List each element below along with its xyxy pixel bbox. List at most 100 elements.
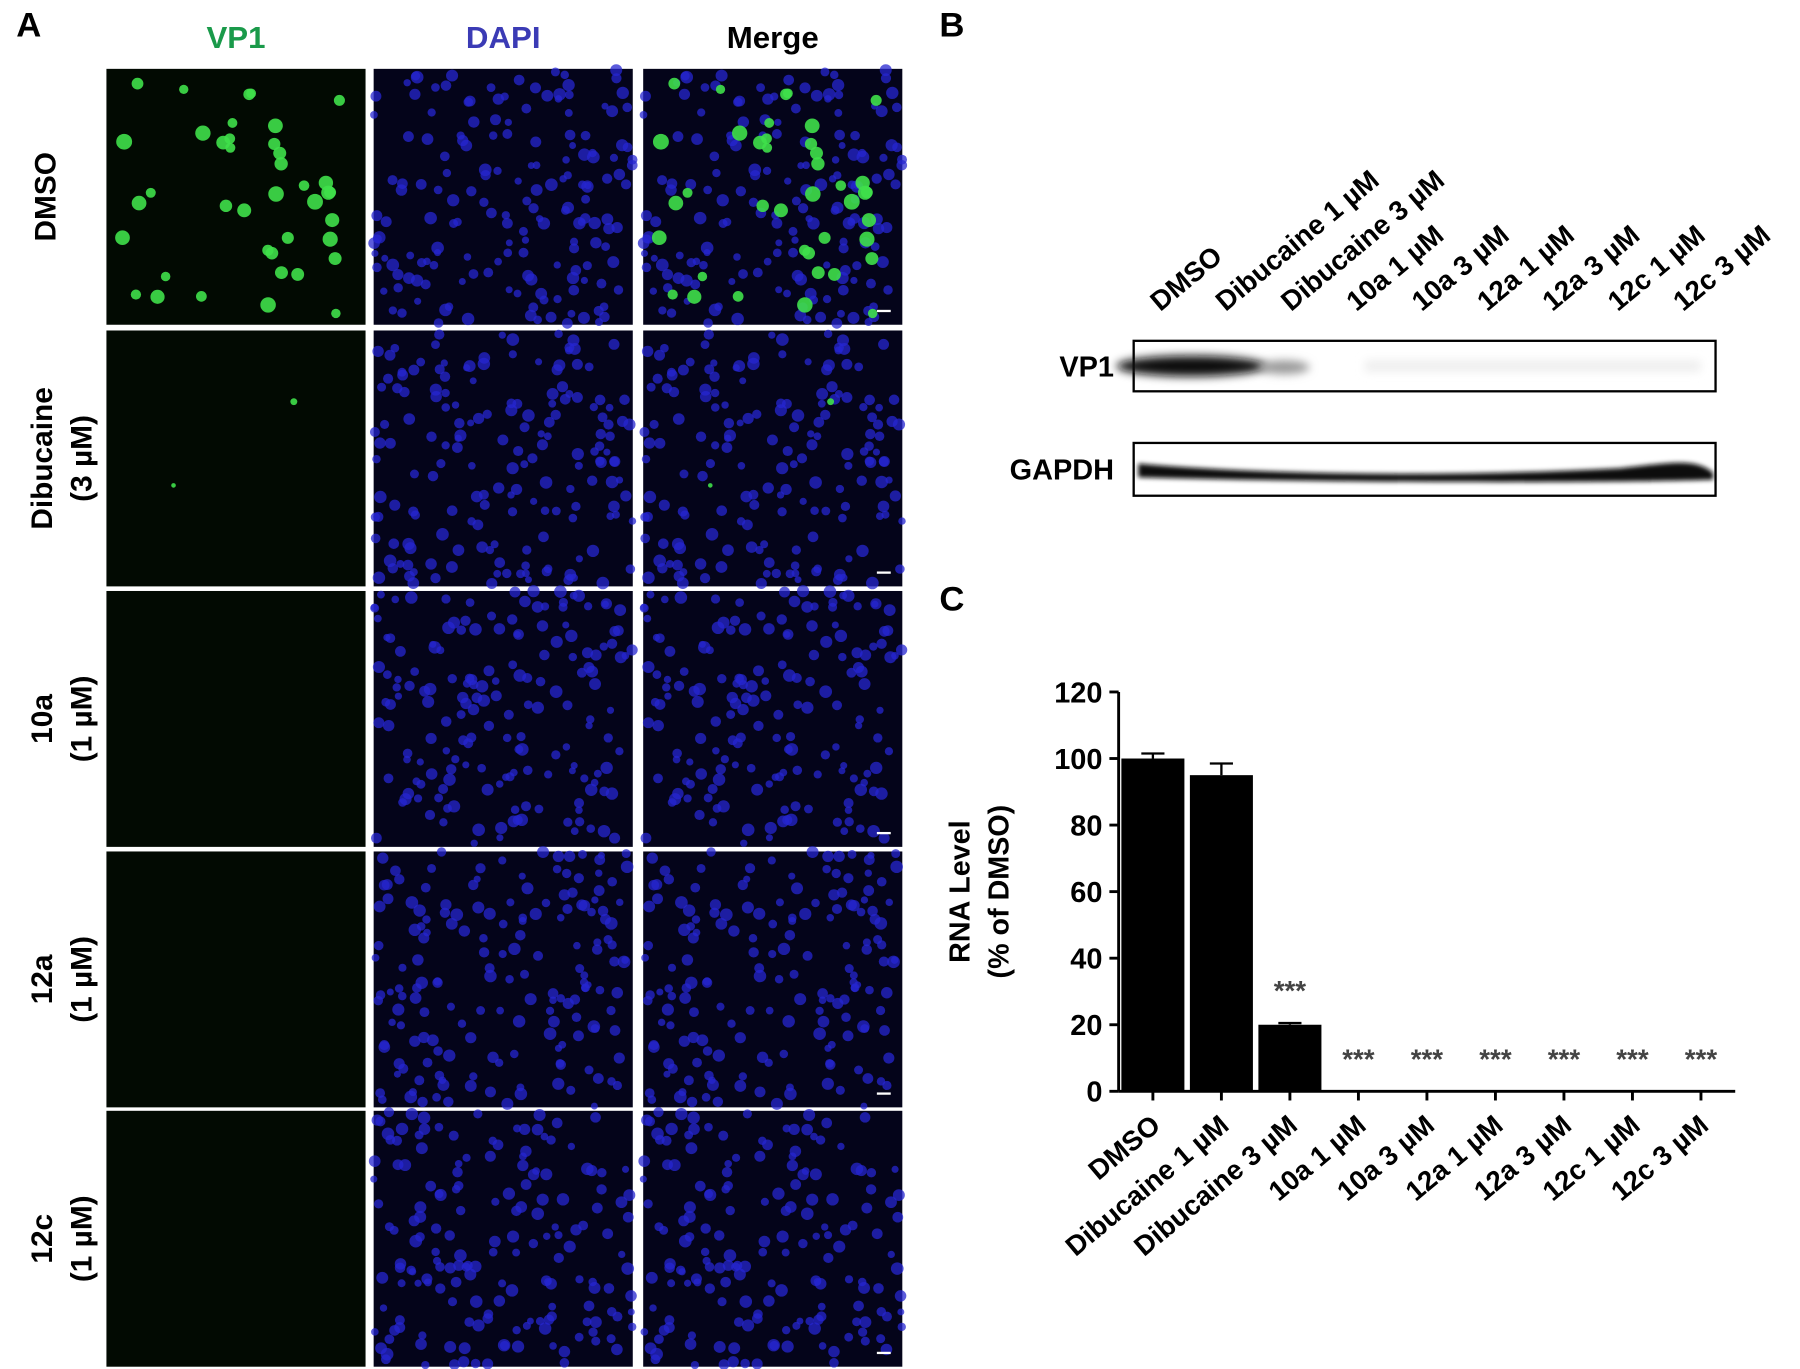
nucleus [456, 710, 466, 719]
nucleus [715, 561, 728, 573]
nucleus [583, 602, 593, 611]
nucleus [667, 963, 677, 972]
nucleus [394, 675, 402, 684]
nucleus [641, 345, 654, 358]
nucleus [397, 367, 407, 377]
nucleus [871, 173, 882, 184]
nucleus [758, 1235, 771, 1248]
nucleus [420, 882, 431, 893]
nucleus [695, 768, 707, 780]
nucleus [417, 1096, 428, 1108]
nucleus [843, 873, 854, 884]
nucleus [748, 197, 759, 207]
nucleus [651, 1127, 664, 1141]
vp1-cell [861, 213, 877, 228]
nucleus [859, 1112, 871, 1123]
nucleus [520, 1145, 532, 1157]
nucleus [568, 513, 578, 523]
nucleus [516, 1083, 525, 1092]
error-bar [1278, 1021, 1302, 1025]
nucleus [857, 1327, 868, 1337]
nucleus [867, 905, 878, 917]
nucleus [890, 179, 901, 190]
nucleus [690, 1273, 702, 1285]
nucleus [491, 1197, 500, 1206]
vp1-cell [115, 230, 130, 246]
vp1-cell [273, 146, 287, 160]
nucleus [672, 413, 685, 425]
nucleus [616, 415, 629, 428]
nucleus [852, 1317, 862, 1327]
nucleus [737, 462, 746, 470]
nucleus [470, 839, 478, 847]
nucleus [816, 387, 829, 400]
nucleus [876, 638, 887, 649]
nucleus [583, 1300, 595, 1312]
nucleus [446, 1002, 456, 1011]
nucleus [640, 249, 648, 257]
nucleus [402, 787, 415, 800]
vp1-cell [811, 157, 825, 171]
nucleus [772, 1187, 785, 1200]
nucleus [562, 700, 573, 711]
nucleus [502, 129, 513, 139]
nucleus [777, 942, 791, 956]
nucleus [696, 1034, 709, 1047]
nucleus [786, 1159, 799, 1172]
nucleus [708, 818, 718, 827]
nucleus [648, 1040, 659, 1051]
nucleus [609, 832, 621, 844]
nucleus [441, 441, 450, 450]
error-bar [1141, 752, 1165, 759]
nucleus [421, 1360, 430, 1369]
nucleus [421, 133, 434, 145]
nucleus [438, 784, 449, 794]
nucleus [456, 625, 467, 635]
nucleus [765, 780, 774, 788]
nucleus [565, 390, 574, 398]
nucleus [564, 342, 575, 353]
nucleus [818, 1342, 827, 1350]
nucleus [877, 940, 887, 950]
nucleus [663, 874, 675, 885]
nucleus [680, 70, 694, 84]
nucleus [726, 625, 736, 635]
nucleus [842, 216, 856, 230]
nucleus [739, 377, 747, 385]
nucleus [702, 1256, 711, 1265]
nucleus [740, 1358, 750, 1369]
nucleus [371, 1328, 379, 1336]
nucleus [847, 849, 857, 859]
nucleus [844, 1275, 854, 1284]
nucleus [767, 1279, 776, 1288]
nucleus [558, 1040, 567, 1049]
nucleus [548, 399, 557, 408]
nucleus [440, 899, 452, 911]
nucleus [874, 431, 885, 441]
nucleus [891, 102, 902, 113]
nucleus [709, 907, 720, 918]
nucleus [831, 78, 845, 92]
nucleus [486, 611, 497, 621]
nucleus [782, 1124, 791, 1133]
nucleus [573, 1030, 584, 1042]
nucleus [418, 1031, 430, 1044]
nucleus [785, 731, 796, 742]
nucleus [427, 863, 437, 873]
panel-label: B [939, 7, 964, 45]
nucleus [678, 1035, 690, 1047]
nucleus [867, 412, 878, 423]
nucleus [704, 364, 715, 375]
nucleus [762, 93, 774, 105]
nucleus [593, 769, 602, 778]
nucleus [805, 215, 813, 223]
nucleus [600, 598, 613, 610]
nucleus [850, 276, 858, 284]
nucleus [822, 850, 834, 863]
nucleus [586, 475, 598, 486]
row-label: (1 µM) [65, 676, 98, 763]
nucleus [683, 794, 692, 803]
nucleus [612, 625, 624, 636]
nucleus [866, 278, 876, 289]
nucleus [804, 804, 813, 814]
